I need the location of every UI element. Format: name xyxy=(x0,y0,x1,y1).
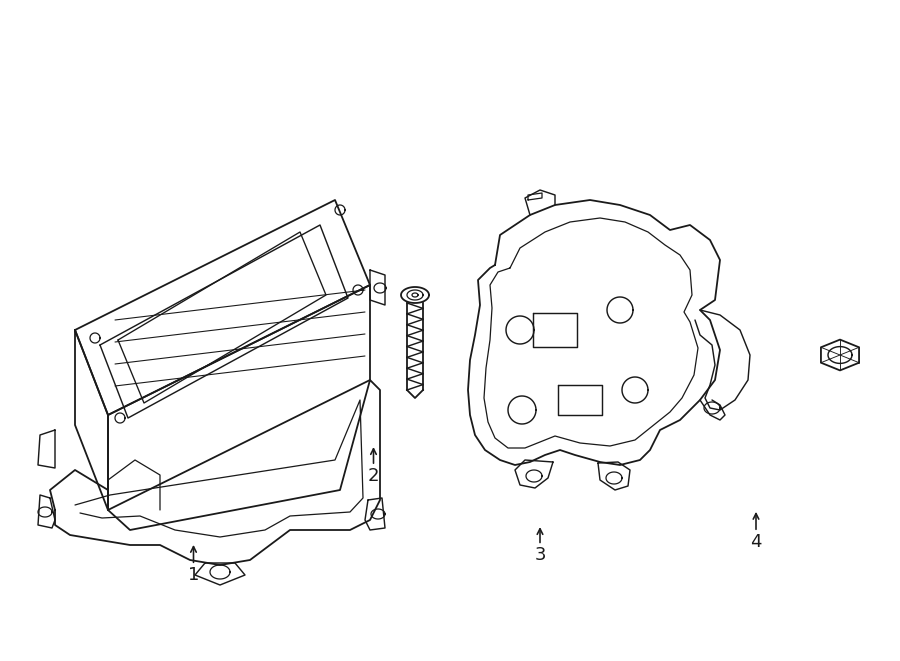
Text: 3: 3 xyxy=(535,546,545,564)
Text: 4: 4 xyxy=(751,533,761,551)
Text: 1: 1 xyxy=(188,566,199,584)
Text: 2: 2 xyxy=(368,467,379,485)
